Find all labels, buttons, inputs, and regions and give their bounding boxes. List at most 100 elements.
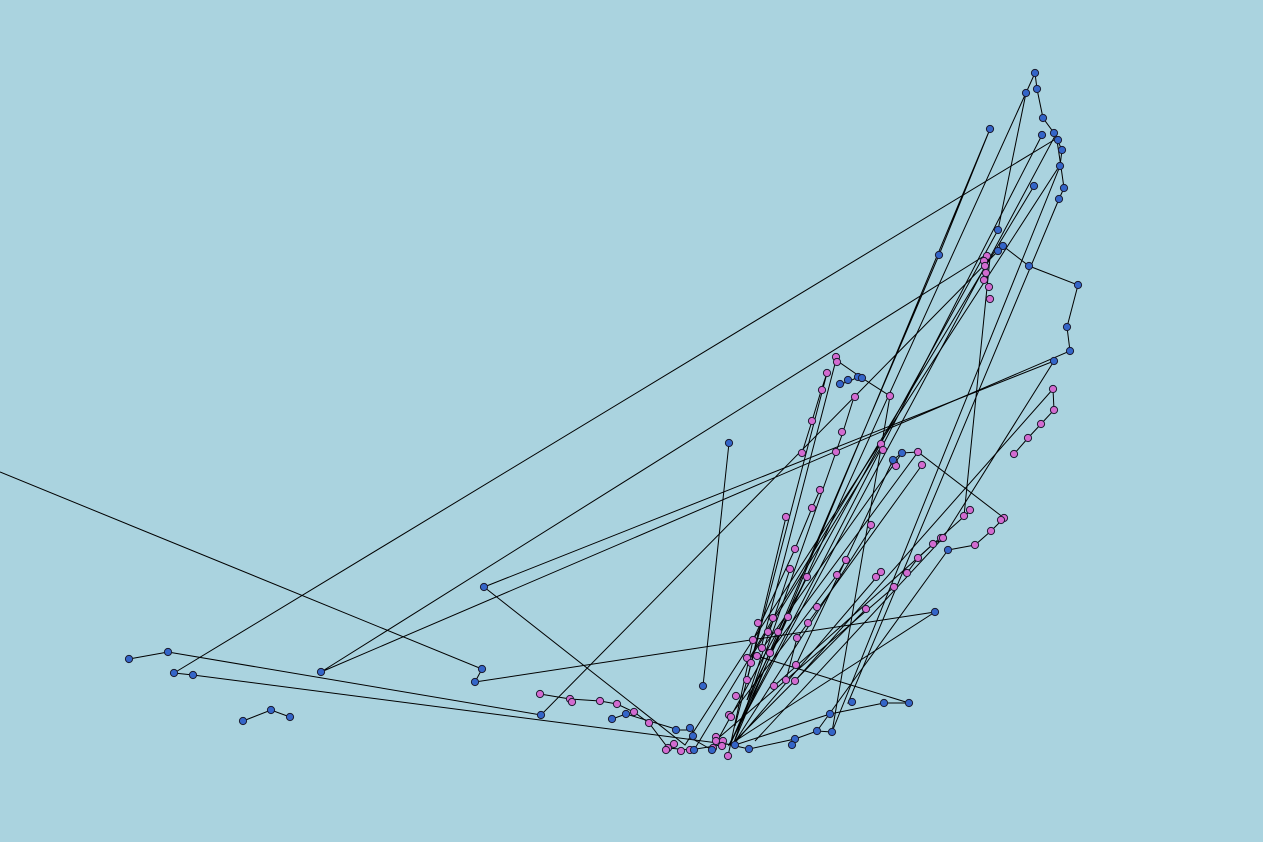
pink-node (1036, 419, 1046, 429)
blue-node (163, 647, 173, 657)
pink-node (938, 533, 948, 543)
blue-node (1054, 194, 1064, 204)
blue-node (238, 716, 248, 726)
graph-edge (128, 245, 1079, 716)
pink-node (781, 675, 791, 685)
pink-node (837, 427, 847, 437)
blue-node (897, 448, 907, 458)
graph-edge (816, 549, 949, 732)
pink-node (661, 745, 671, 755)
pink-node (1049, 405, 1059, 415)
blue-node (930, 607, 940, 617)
pink-node (917, 460, 927, 470)
blue-node (479, 582, 489, 592)
blue-node (730, 740, 740, 750)
graph-edge (734, 702, 909, 746)
blue-node (698, 681, 708, 691)
blue-node (1049, 356, 1059, 366)
graph-edge (746, 516, 787, 681)
pink-node (765, 648, 775, 658)
blue-node (985, 124, 995, 134)
blue-node (1055, 161, 1065, 171)
graph-edge (483, 164, 1061, 746)
pink-node (861, 604, 871, 614)
pink-node (669, 739, 679, 749)
pink-node (913, 553, 923, 563)
pink-node (746, 658, 756, 668)
pink-node (797, 448, 807, 458)
graph-edge (702, 442, 730, 687)
pink-node (769, 681, 779, 691)
pink-node (790, 676, 800, 686)
blue-node (1059, 183, 1069, 193)
pink-node (723, 751, 733, 761)
blue-node (993, 225, 1003, 235)
pink-node (866, 520, 876, 530)
pink-node (742, 675, 752, 685)
graph-edge (769, 451, 1005, 653)
pink-node (984, 282, 994, 292)
blue-node (1021, 88, 1031, 98)
pink-node (773, 627, 783, 637)
graph-edge (173, 139, 1055, 674)
pink-node (822, 368, 832, 378)
pink-node (902, 568, 912, 578)
blue-node (607, 714, 617, 724)
blue-node (169, 668, 179, 678)
pink-node (871, 572, 881, 582)
pink-node (817, 385, 827, 395)
graph-edge (997, 92, 1027, 231)
blue-node (888, 455, 898, 465)
blue-node (998, 241, 1008, 251)
blue-node (1030, 68, 1040, 78)
pink-node (785, 564, 795, 574)
pink-node (815, 485, 825, 495)
pink-node (885, 391, 895, 401)
graph-edge (746, 576, 808, 701)
pink-node (731, 691, 741, 701)
blue-node (689, 745, 699, 755)
blue-node (1073, 280, 1083, 290)
pink-node (889, 582, 899, 592)
pink-node (803, 618, 813, 628)
graph-edge (963, 257, 991, 517)
blue-node (477, 664, 487, 674)
blue-node (835, 379, 845, 389)
pink-node (996, 515, 1006, 525)
pink-node (980, 261, 990, 271)
graph-edge (756, 655, 910, 704)
pink-node (711, 736, 721, 746)
blue-node (843, 375, 853, 385)
graph-edge (730, 608, 867, 746)
blue-node (688, 731, 698, 741)
blue-node (1053, 135, 1063, 145)
pink-node (981, 268, 991, 278)
pink-node (985, 294, 995, 304)
blue-node (188, 670, 198, 680)
pink-node (595, 696, 605, 706)
blue-node (266, 705, 276, 715)
graph-edge (732, 396, 855, 746)
pink-node (878, 445, 888, 455)
blue-node (812, 726, 822, 736)
blue-node (1038, 113, 1048, 123)
pink-node (783, 612, 793, 622)
pink-node (965, 505, 975, 515)
pink-node (807, 503, 817, 513)
pink-node (959, 511, 969, 521)
pink-node (876, 567, 886, 577)
blue-node (536, 710, 546, 720)
blue-node (1032, 84, 1042, 94)
pink-node (644, 718, 654, 728)
blue-node (1024, 261, 1034, 271)
blue-node (1049, 128, 1059, 138)
pink-node (726, 712, 736, 722)
graph-edge (732, 571, 882, 746)
blue-node (621, 709, 631, 719)
blue-node (124, 654, 134, 664)
pink-node (812, 602, 822, 612)
pink-node (913, 447, 923, 457)
blue-node (857, 373, 867, 383)
blue-node (671, 725, 681, 735)
pink-node (831, 447, 841, 457)
